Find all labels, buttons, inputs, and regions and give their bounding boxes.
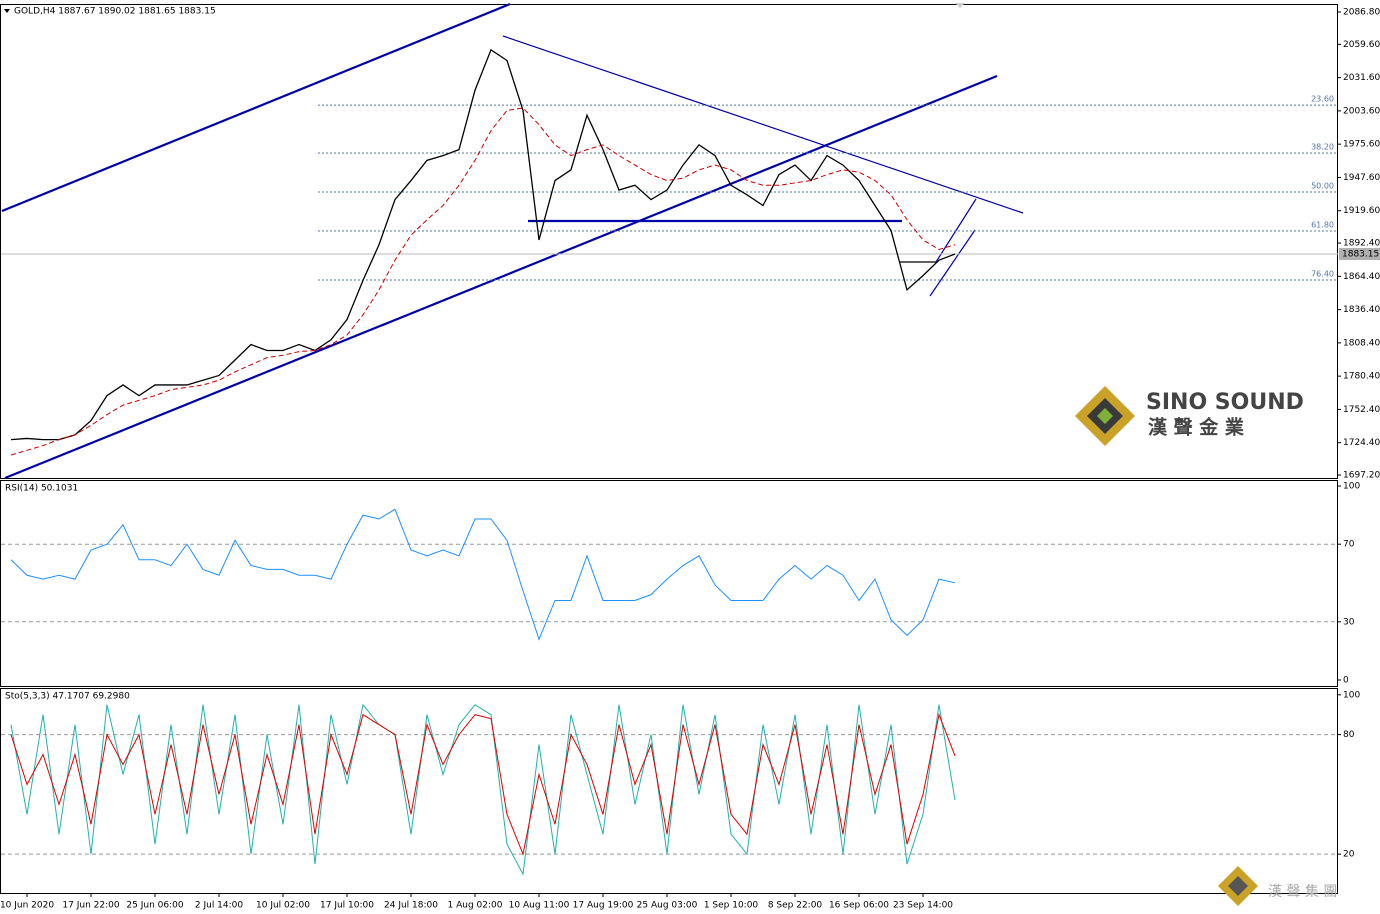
corner-brand: 漢 聲 集 團 [1268, 883, 1337, 900]
price-panel [0, 4, 1338, 479]
line-series [10, 508, 956, 641]
y-tick-label: 1780.40 [1343, 372, 1380, 382]
channel-lower [4, 74, 998, 480]
rsi-panel [0, 480, 1338, 687]
y-tick-label: 1808.40 [1343, 338, 1380, 348]
x-tick-label: 17 Aug 19:00 [573, 901, 634, 911]
x-tick-label: 10 Jul 02:00 [256, 901, 310, 911]
y-tick-label: 1864.40 [1343, 272, 1380, 282]
x-tick-label: 1 Sep 10:00 [704, 901, 759, 911]
channel-upper [1, 2, 511, 213]
x-tick-label: 23 Sep 14:00 [893, 901, 953, 911]
shift-marker [955, 3, 965, 8]
x-tick-label: 8 Sep 22:00 [768, 901, 823, 911]
line-series [10, 48, 956, 441]
y-tick-label: 20 [1343, 850, 1355, 860]
rsi-header: RSI(14) 50.1031 [5, 484, 78, 494]
y-tick-label: 100 [1343, 690, 1360, 700]
y-tick-label: 1892.40 [1343, 239, 1380, 249]
fib-label: 38.20 [1311, 142, 1334, 151]
y-tick-label: 0 [1343, 675, 1349, 685]
fib-label: 23.60 [1311, 95, 1334, 104]
stoch-header: Sto(5,3,3) 47.1707 69.2980 [5, 692, 130, 702]
fib-label: 61.80 [1311, 221, 1334, 230]
line-series [10, 712, 956, 856]
y-tick-label: 2031.60 [1343, 73, 1380, 83]
line-series [10, 107, 956, 456]
corner-logo-inner [1228, 876, 1248, 896]
x-tick-label: 10 Jun 2020 [0, 901, 54, 911]
y-tick-label: 80 [1343, 730, 1355, 740]
price-header: GOLD,H4 1887.67 1890.02 1881.65 1883.15 [14, 7, 216, 17]
y-tick-label: 70 [1343, 540, 1355, 550]
y-tick-label: 2003.60 [1343, 106, 1380, 116]
x-tick-label: 17 Jun 22:00 [62, 901, 119, 911]
menu-arrow [4, 9, 10, 13]
stoch-panel [0, 688, 1338, 894]
logo-core [1097, 408, 1113, 424]
x-tick-label: 16 Sep 06:00 [829, 901, 889, 911]
y-tick-label: 1752.40 [1343, 405, 1380, 415]
x-tick-label: 24 Jul 18:00 [384, 901, 438, 911]
y-tick-label: 1724.40 [1343, 438, 1380, 448]
y-tick-label: 1975.60 [1343, 140, 1380, 150]
x-tick-label: 2 Jul 14:00 [195, 901, 244, 911]
trendlines [1, 2, 1024, 480]
x-tick-label: 25 Aug 03:00 [637, 901, 698, 911]
y-tick-label: 1919.60 [1343, 206, 1380, 216]
y-tick-label: 1697.20 [1343, 471, 1380, 481]
last-price-box [1339, 248, 1380, 261]
mini-channel-lower [929, 229, 976, 297]
line-series [10, 703, 956, 876]
x-tick-label: 1 Aug 02:00 [448, 901, 503, 911]
fib-label: 50.00 [1311, 182, 1334, 191]
brand: SINO SOUND [1146, 390, 1304, 415]
mini-channel-upper [935, 198, 977, 263]
brand-cn: 漢 聲 金 業 [1148, 416, 1245, 439]
y-tick-label: 30 [1343, 617, 1355, 627]
logo: SINO SOUND 漢 聲 金 業 漢 聲 集 團 [1075, 386, 1337, 906]
x-tick-label: 25 Jun 06:00 [126, 901, 183, 911]
fib-label: 76.40 [1311, 270, 1334, 279]
y-tick-label: 2086.80 [1343, 8, 1380, 18]
y-tick-label: 2059.60 [1343, 40, 1380, 50]
x-tick-label: 10 Aug 11:00 [509, 901, 570, 911]
x-tick-label: 17 Jul 10:00 [320, 901, 374, 911]
last-price-label: 1883.15 [1342, 250, 1379, 260]
y-tick-label: 100 [1343, 482, 1360, 492]
y-tick-label: 1947.60 [1343, 173, 1380, 183]
y-tick-label: 1836.40 [1343, 305, 1380, 315]
descending-line [502, 35, 1024, 214]
